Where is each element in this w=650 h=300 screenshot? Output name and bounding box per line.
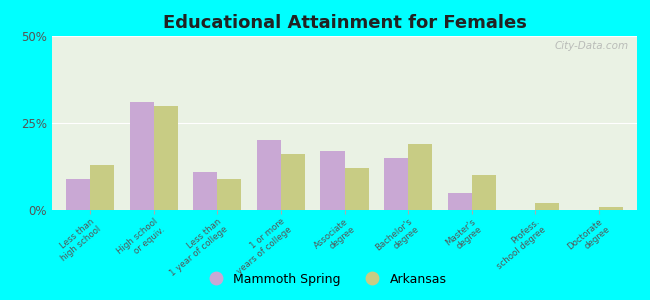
Bar <box>447 193 472 210</box>
Text: City-Data.com: City-Data.com <box>554 41 628 51</box>
Bar <box>217 179 242 210</box>
Bar <box>472 175 496 210</box>
Bar <box>90 165 114 210</box>
Bar <box>599 206 623 210</box>
Bar <box>408 144 432 210</box>
Legend: Mammoth Spring, Arkansas: Mammoth Spring, Arkansas <box>198 268 452 291</box>
Bar <box>154 106 178 210</box>
Bar <box>193 172 217 210</box>
Bar <box>344 168 369 210</box>
Bar <box>281 154 305 210</box>
Bar <box>535 203 560 210</box>
Bar <box>129 102 154 210</box>
Title: Educational Attainment for Females: Educational Attainment for Females <box>162 14 526 32</box>
Bar <box>257 140 281 210</box>
Bar <box>66 179 90 210</box>
Bar <box>320 151 344 210</box>
Bar <box>384 158 408 210</box>
